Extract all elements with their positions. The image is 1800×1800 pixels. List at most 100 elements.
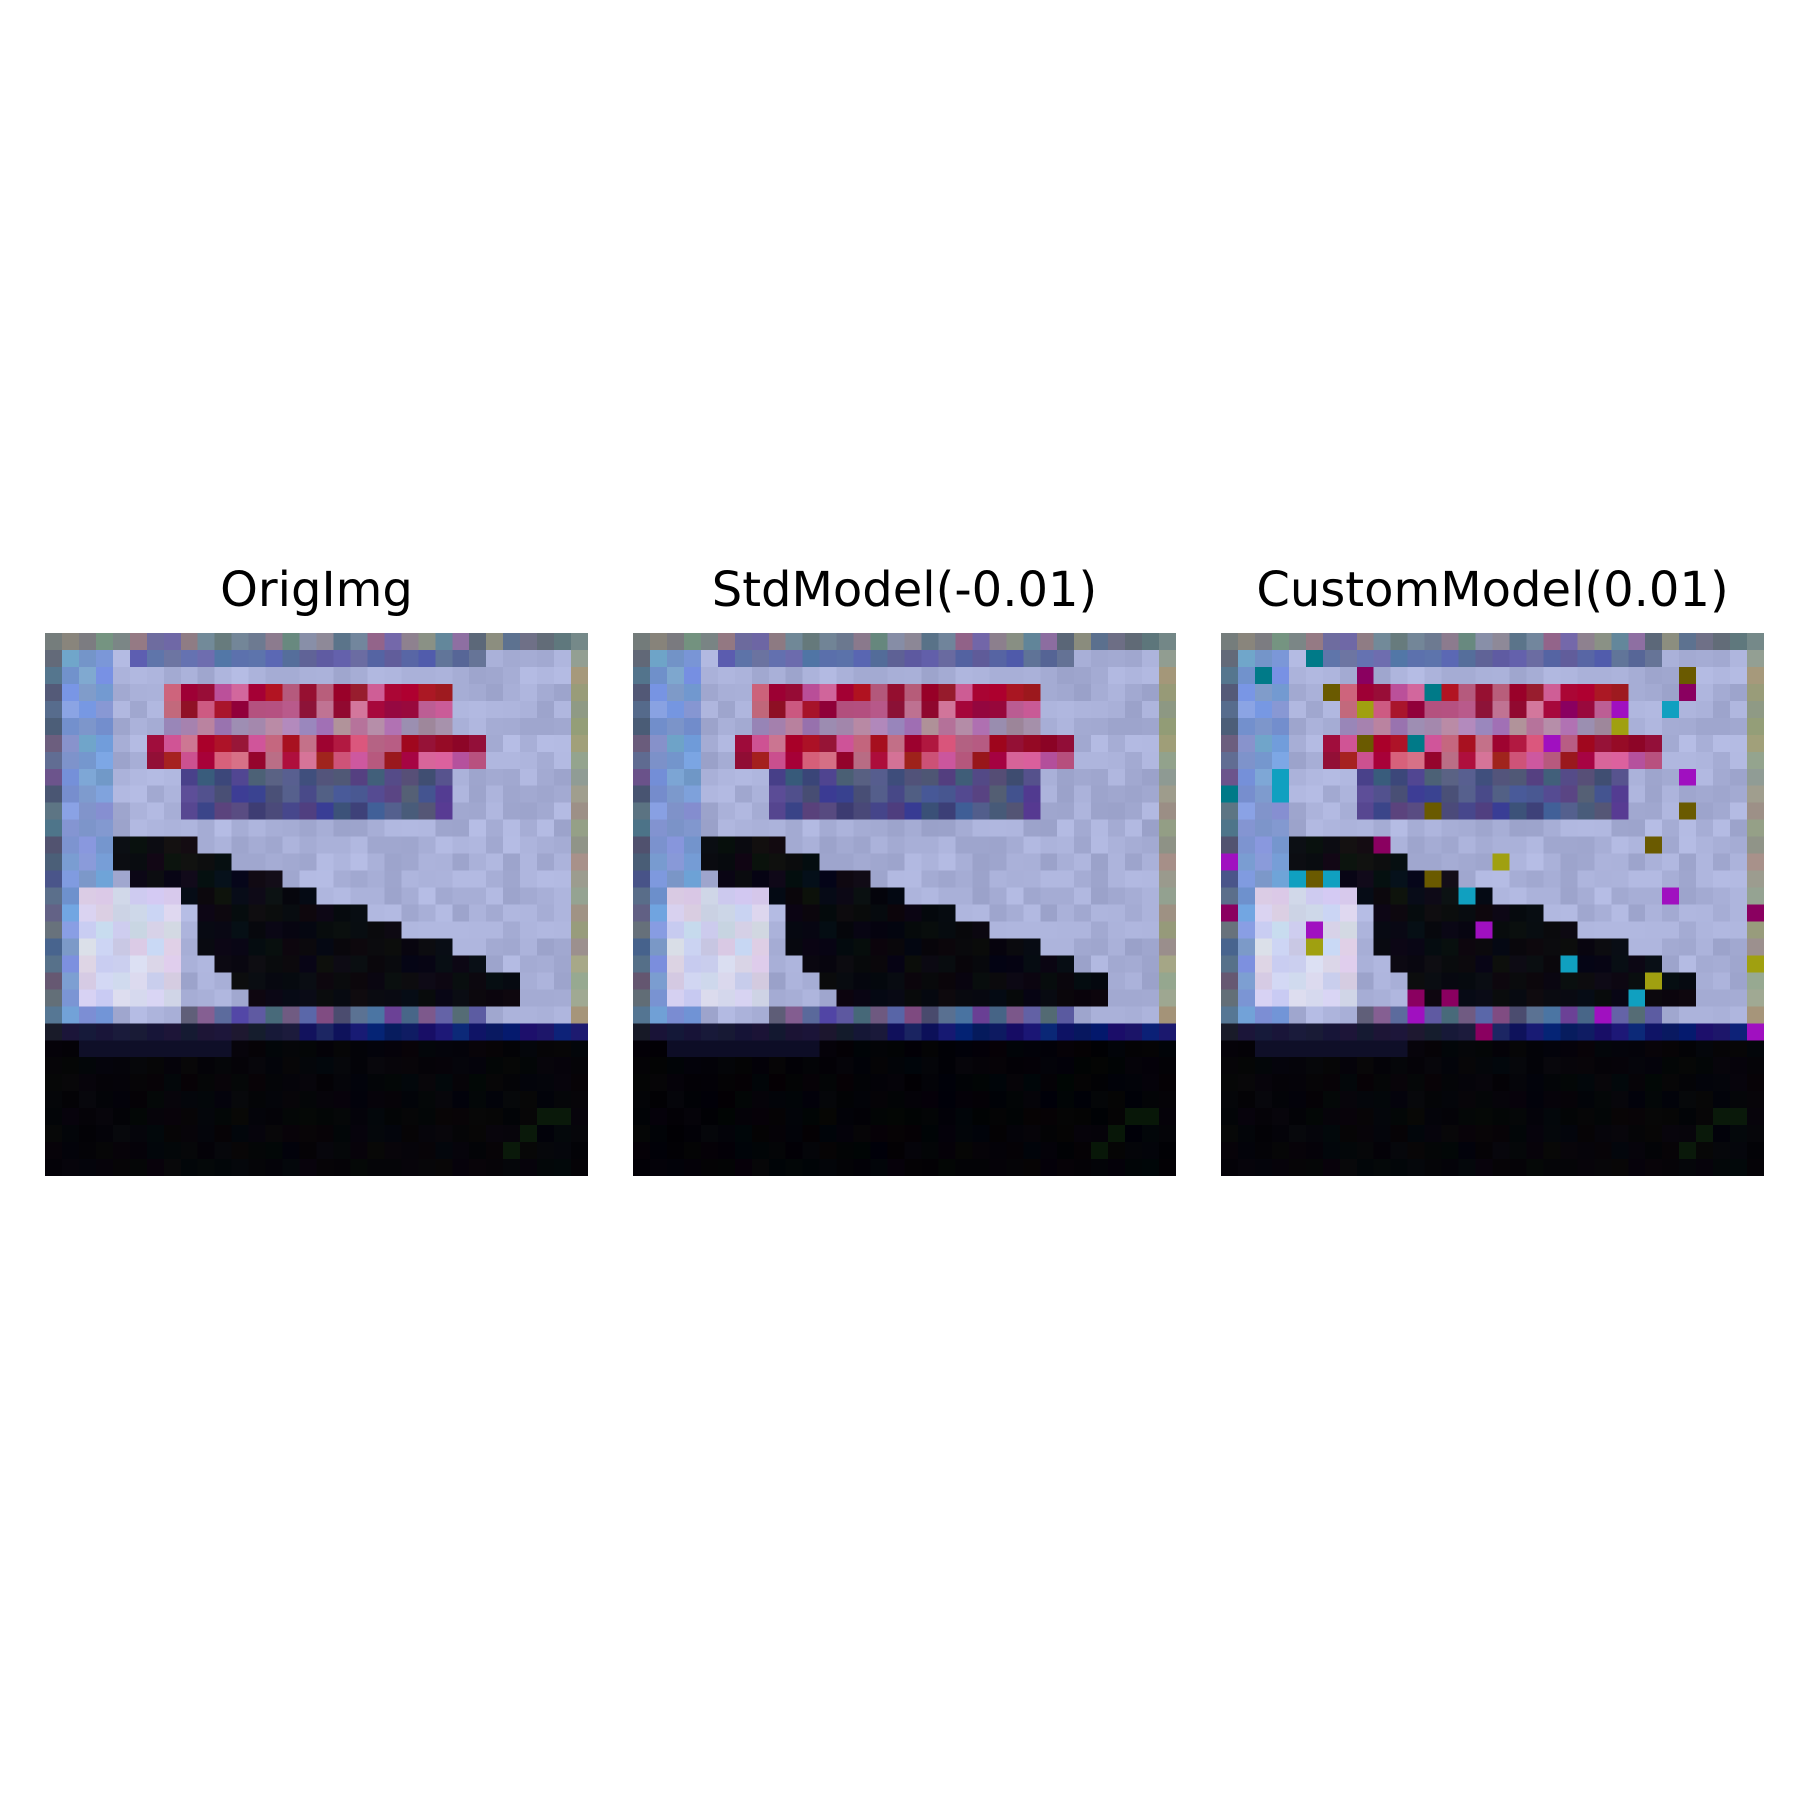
image-pixel xyxy=(700,768,719,787)
image-pixel xyxy=(1713,768,1731,787)
image-pixel xyxy=(1288,887,1307,905)
image-pixel xyxy=(1696,768,1714,787)
image-pixel xyxy=(469,972,487,990)
image-pixel xyxy=(1305,972,1324,990)
image-pixel xyxy=(537,1040,555,1058)
image-pixel xyxy=(1221,666,1239,685)
image-pixel xyxy=(1458,887,1476,905)
image-pixel xyxy=(1424,870,1442,888)
image-pixel xyxy=(554,683,572,702)
image-pixel xyxy=(503,1023,521,1041)
image-pixel xyxy=(112,1040,131,1058)
image-pixel xyxy=(452,1142,470,1160)
image-pixel xyxy=(887,1142,905,1160)
image-pixel xyxy=(248,683,266,702)
image-pixel xyxy=(78,904,97,922)
image-pixel xyxy=(78,870,97,888)
image-pixel xyxy=(1560,904,1578,922)
image-pixel xyxy=(734,870,753,888)
image-pixel xyxy=(197,1006,216,1024)
image-pixel xyxy=(1407,1074,1425,1092)
image-pixel xyxy=(1339,955,1358,973)
image-pixel xyxy=(1662,887,1680,905)
image-pixel xyxy=(1679,1057,1697,1075)
image-pixel xyxy=(1271,853,1290,871)
image-pixel xyxy=(1475,972,1493,990)
image-pixel xyxy=(751,1057,770,1075)
image-pixel xyxy=(571,1142,588,1160)
image-pixel xyxy=(1713,1057,1731,1075)
image-pixel xyxy=(633,870,651,888)
image-pixel xyxy=(1679,768,1697,787)
image-pixel xyxy=(666,1040,685,1058)
image-pixel xyxy=(1023,649,1041,668)
image-pixel xyxy=(1237,1074,1256,1092)
image-pixel xyxy=(1628,955,1646,973)
image-pixel xyxy=(1091,989,1109,1007)
image-pixel xyxy=(768,921,787,939)
image-pixel xyxy=(401,1091,419,1109)
image-pixel xyxy=(921,836,939,854)
image-pixel xyxy=(1006,887,1024,905)
image-pixel xyxy=(1108,819,1126,837)
image-pixel xyxy=(785,1023,804,1041)
image-pixel xyxy=(1475,785,1493,804)
image-pixel xyxy=(768,836,787,854)
image-pixel xyxy=(700,1159,719,1176)
image-pixel xyxy=(537,1142,555,1160)
image-pixel xyxy=(78,938,97,956)
image-pixel xyxy=(938,1091,956,1109)
image-pixel xyxy=(45,1142,63,1160)
image-pixel xyxy=(435,649,453,668)
image-pixel xyxy=(299,1040,317,1058)
image-pixel xyxy=(768,768,787,787)
image-pixel xyxy=(1091,1006,1109,1024)
image-pixel xyxy=(1040,904,1058,922)
image-pixel xyxy=(231,921,249,939)
image-pixel xyxy=(1288,819,1307,837)
image-pixel xyxy=(1662,785,1680,804)
image-pixel xyxy=(1373,1023,1392,1041)
image-pixel xyxy=(1730,649,1748,668)
image-pixel xyxy=(1091,955,1109,973)
image-pixel xyxy=(1509,751,1527,770)
image-pixel xyxy=(1543,1057,1561,1075)
image-pixel xyxy=(819,734,837,753)
image-pixel xyxy=(1458,751,1476,770)
image-pixel xyxy=(1254,1074,1273,1092)
image-pixel xyxy=(1288,1108,1307,1126)
image-pixel xyxy=(768,1023,787,1041)
image-pixel xyxy=(836,972,854,990)
image-pixel xyxy=(554,1125,572,1143)
image-pixel xyxy=(163,785,182,804)
image-pixel xyxy=(1322,1091,1341,1109)
image-pixel xyxy=(112,938,131,956)
image-pixel xyxy=(1271,700,1290,719)
image-pixel xyxy=(1628,751,1646,770)
image-pixel xyxy=(61,1023,80,1041)
image-pixel xyxy=(45,819,63,837)
image-pixel xyxy=(486,1040,504,1058)
image-pixel xyxy=(700,717,719,736)
image-pixel xyxy=(1091,1159,1109,1176)
image-pixel xyxy=(751,802,770,820)
image-pixel xyxy=(1373,802,1392,820)
image-pixel xyxy=(683,972,702,990)
image-pixel xyxy=(1373,734,1392,753)
image-pixel xyxy=(666,1125,685,1143)
image-pixel xyxy=(1713,938,1731,956)
image-pixel xyxy=(435,904,453,922)
image-pixel xyxy=(1713,1159,1731,1176)
image-pixel xyxy=(1159,666,1176,685)
image-pixel xyxy=(1040,1023,1058,1041)
image-pixel xyxy=(1254,836,1273,854)
image-pixel xyxy=(1424,734,1442,753)
image-pixel xyxy=(1390,870,1408,888)
image-pixel xyxy=(1221,989,1239,1007)
image-pixel xyxy=(350,802,368,820)
image-pixel xyxy=(853,1159,871,1176)
image-pixel xyxy=(299,1057,317,1075)
image-pixel xyxy=(61,972,80,990)
image-pixel xyxy=(1611,1091,1629,1109)
image-pixel xyxy=(666,904,685,922)
